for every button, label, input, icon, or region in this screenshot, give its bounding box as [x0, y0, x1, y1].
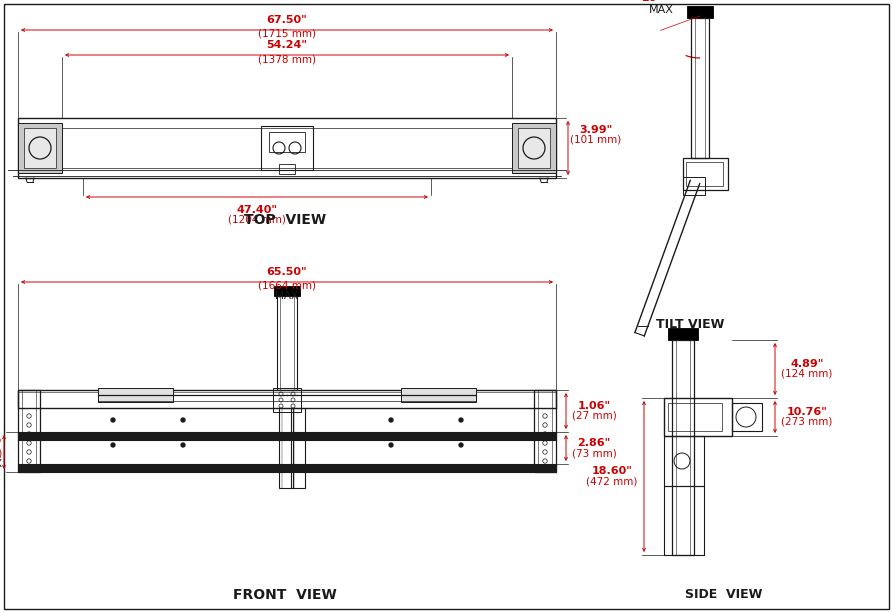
Text: 18.60": 18.60" — [591, 466, 632, 476]
Text: 47.40": 47.40" — [237, 205, 278, 215]
Text: (73 mm): (73 mm) — [572, 448, 616, 458]
Bar — [518, 128, 550, 168]
Text: 65.50": 65.50" — [267, 267, 307, 277]
Text: TOP  VIEW: TOP VIEW — [244, 213, 326, 227]
Text: (1715 mm): (1715 mm) — [258, 29, 316, 39]
Bar — [664, 486, 704, 555]
Circle shape — [180, 443, 186, 447]
Bar — [274, 286, 300, 296]
Bar — [664, 398, 732, 436]
Text: 67.50": 67.50" — [267, 15, 307, 25]
Bar — [279, 408, 293, 488]
Bar — [18, 390, 556, 408]
Text: (1204 mm): (1204 mm) — [228, 214, 286, 224]
Bar — [273, 388, 301, 412]
Bar — [672, 340, 694, 555]
Bar — [269, 132, 305, 152]
Text: 10.76": 10.76" — [787, 407, 828, 417]
Circle shape — [458, 417, 463, 422]
Text: 17.05": 17.05" — [0, 439, 2, 449]
Bar — [291, 408, 305, 488]
Text: 1.06": 1.06" — [578, 401, 611, 411]
Bar — [18, 432, 556, 440]
Text: (27 mm): (27 mm) — [572, 411, 616, 421]
Text: TILT VIEW: TILT VIEW — [655, 319, 724, 332]
Bar — [534, 390, 556, 472]
Bar — [668, 403, 722, 431]
Bar — [18, 123, 62, 173]
Bar — [664, 436, 704, 486]
Text: (124 mm): (124 mm) — [781, 369, 832, 379]
Bar — [24, 128, 56, 168]
Text: 20°: 20° — [641, 0, 662, 3]
Bar — [687, 6, 713, 18]
Bar — [261, 126, 313, 170]
Bar — [277, 296, 297, 390]
Text: SIDE  VIEW: SIDE VIEW — [685, 588, 763, 601]
Circle shape — [180, 417, 186, 422]
Circle shape — [111, 443, 115, 447]
Bar — [686, 162, 723, 186]
Bar — [683, 158, 728, 190]
Text: 3.99": 3.99" — [580, 125, 613, 135]
Bar — [18, 464, 556, 472]
Text: MAX: MAX — [0, 459, 2, 469]
Bar — [683, 177, 705, 195]
Circle shape — [388, 417, 394, 422]
Bar — [732, 403, 762, 431]
Bar — [668, 328, 698, 340]
Text: MAX: MAX — [275, 291, 298, 301]
Circle shape — [388, 443, 394, 447]
Bar — [512, 123, 556, 173]
Text: 54.24": 54.24" — [266, 40, 307, 50]
Circle shape — [111, 417, 115, 422]
Bar — [98, 388, 173, 402]
Text: MAX: MAX — [649, 5, 674, 15]
Text: FRONT  VIEW: FRONT VIEW — [233, 588, 337, 602]
Text: 4.89": 4.89" — [790, 359, 823, 369]
Bar — [18, 390, 40, 472]
Text: (101 mm): (101 mm) — [571, 135, 622, 145]
Text: (1664 mm): (1664 mm) — [258, 281, 316, 291]
Text: (433 mm): (433 mm) — [0, 449, 2, 459]
Text: (472 mm): (472 mm) — [587, 476, 638, 486]
Bar — [401, 388, 476, 402]
Text: (1378 mm): (1378 mm) — [258, 54, 316, 64]
Bar — [279, 164, 295, 174]
Text: 2.86": 2.86" — [578, 438, 611, 448]
Bar — [18, 118, 556, 178]
Bar — [691, 18, 709, 158]
Circle shape — [458, 443, 463, 447]
Text: (273 mm): (273 mm) — [781, 417, 832, 427]
